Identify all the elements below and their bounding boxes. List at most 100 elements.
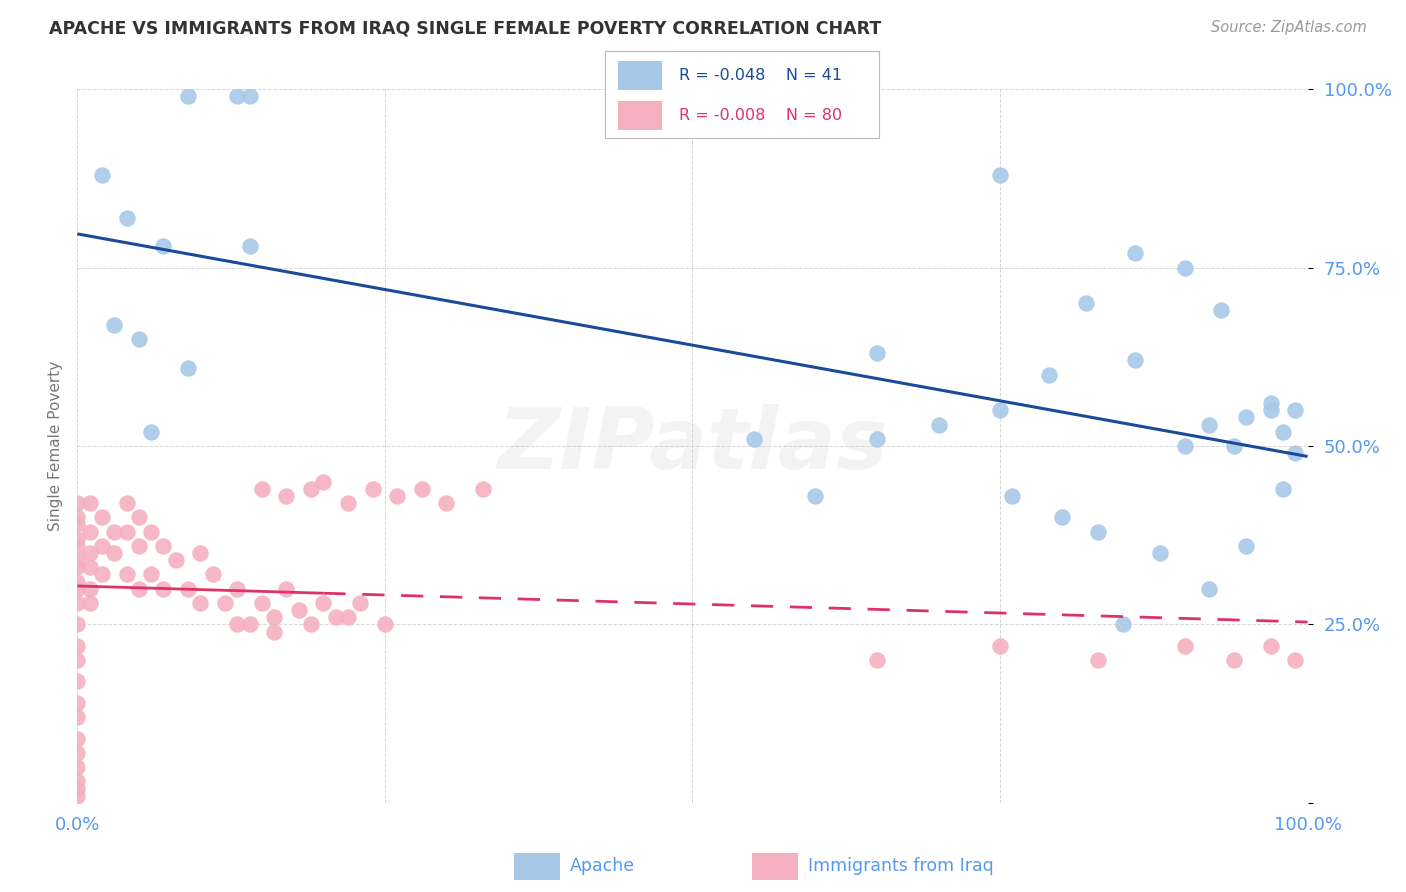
Point <box>1284 403 1306 417</box>
Point <box>66 582 89 596</box>
Point <box>103 318 125 332</box>
Point <box>1149 546 1171 560</box>
Point <box>472 482 495 496</box>
Point <box>226 89 249 103</box>
Point <box>66 789 89 803</box>
Point <box>128 539 150 553</box>
Point <box>337 610 360 624</box>
Point <box>103 546 125 560</box>
Point <box>1174 260 1197 275</box>
Point <box>115 211 138 225</box>
Point <box>988 168 1011 182</box>
Point <box>141 524 163 539</box>
Point <box>165 553 187 567</box>
Point <box>1284 653 1306 667</box>
Y-axis label: Single Female Poverty: Single Female Poverty <box>48 361 63 531</box>
Point <box>66 731 89 746</box>
Point <box>115 524 138 539</box>
Point <box>1174 639 1197 653</box>
Point <box>337 496 360 510</box>
Point <box>66 781 89 796</box>
Point <box>1272 425 1295 439</box>
Point <box>250 482 273 496</box>
Text: APACHE VS IMMIGRANTS FROM IRAQ SINGLE FEMALE POVERTY CORRELATION CHART: APACHE VS IMMIGRANTS FROM IRAQ SINGLE FE… <box>49 20 882 37</box>
Point <box>152 239 174 253</box>
Point <box>361 482 384 496</box>
Text: R = -0.008    N = 80: R = -0.008 N = 80 <box>679 108 842 122</box>
Point <box>66 696 89 710</box>
Point <box>804 489 827 503</box>
Point <box>1198 417 1220 432</box>
Point <box>66 617 89 632</box>
Point <box>1087 524 1109 539</box>
Point <box>250 596 273 610</box>
Text: R = -0.048    N = 41: R = -0.048 N = 41 <box>679 69 842 83</box>
Point <box>79 560 101 574</box>
Point <box>115 567 138 582</box>
Point <box>1198 582 1220 596</box>
Point <box>1223 653 1246 667</box>
Point <box>988 403 1011 417</box>
Point <box>177 360 200 375</box>
Point <box>866 653 889 667</box>
Point <box>66 774 89 789</box>
Point <box>436 496 458 510</box>
Point <box>214 596 236 610</box>
Point <box>1125 353 1147 368</box>
Point <box>66 539 89 553</box>
Point <box>66 639 89 653</box>
Bar <box>619 62 662 90</box>
Point <box>349 596 371 610</box>
Bar <box>619 101 662 129</box>
Point <box>1038 368 1060 382</box>
Point <box>1112 617 1135 632</box>
Point <box>325 610 347 624</box>
Point <box>66 517 89 532</box>
Point <box>66 710 89 724</box>
Point <box>79 496 101 510</box>
Point <box>239 89 262 103</box>
Point <box>152 582 174 596</box>
Point <box>866 432 889 446</box>
Point <box>312 596 335 610</box>
Point <box>66 674 89 689</box>
Point <box>90 539 114 553</box>
Point <box>115 496 138 510</box>
Bar <box>752 854 797 880</box>
Text: ZIPatlas: ZIPatlas <box>498 404 887 488</box>
Point <box>128 510 150 524</box>
Point <box>239 239 262 253</box>
Point <box>141 425 163 439</box>
Point <box>66 574 89 589</box>
Point <box>128 582 150 596</box>
Point <box>288 603 311 617</box>
Point <box>66 496 89 510</box>
Point <box>1125 246 1147 260</box>
Point <box>374 617 396 632</box>
Point <box>226 617 249 632</box>
Point <box>66 553 89 567</box>
Point <box>79 524 101 539</box>
Point <box>1234 410 1257 425</box>
Point <box>1050 510 1073 524</box>
Point <box>263 610 285 624</box>
Point <box>79 582 101 596</box>
Point <box>1223 439 1246 453</box>
Point <box>66 746 89 760</box>
Point <box>276 582 298 596</box>
Point <box>201 567 224 582</box>
Point <box>128 332 150 346</box>
Point <box>1272 482 1295 496</box>
Point <box>1234 539 1257 553</box>
Point <box>66 596 89 610</box>
Point <box>276 489 298 503</box>
Point <box>66 532 89 546</box>
Point <box>103 524 125 539</box>
Text: Source: ZipAtlas.com: Source: ZipAtlas.com <box>1211 20 1367 35</box>
Point <box>79 546 101 560</box>
Point <box>1211 303 1233 318</box>
Point <box>66 760 89 774</box>
Text: Immigrants from Iraq: Immigrants from Iraq <box>808 857 994 875</box>
Point <box>79 596 101 610</box>
Point <box>928 417 950 432</box>
